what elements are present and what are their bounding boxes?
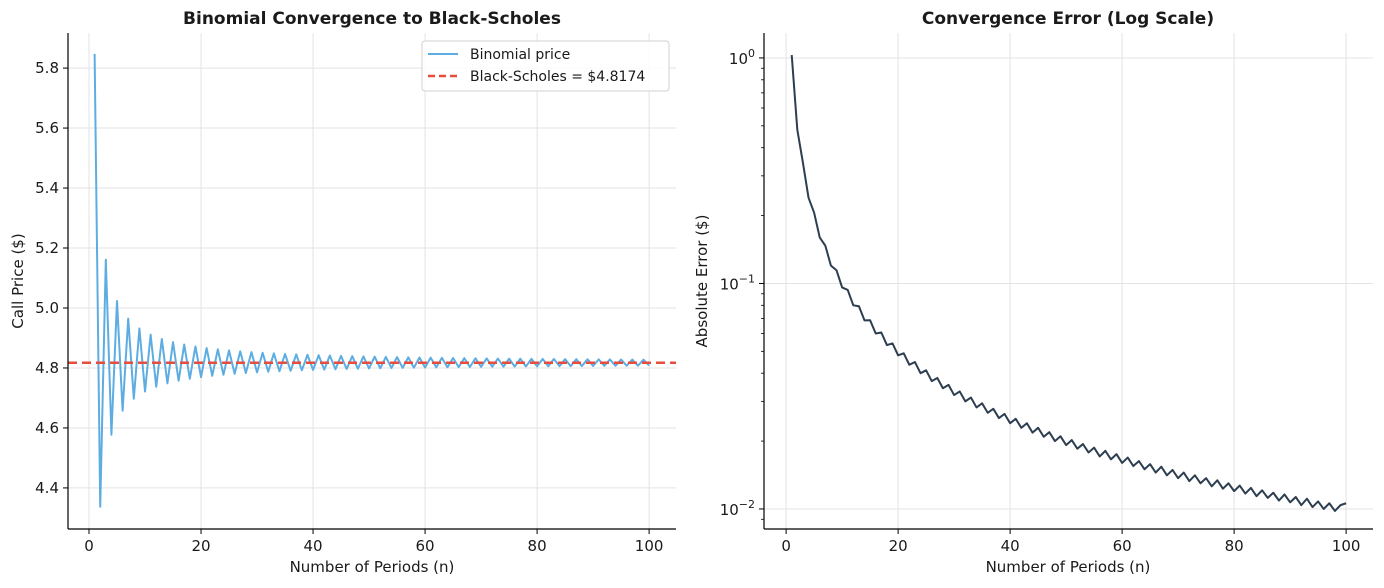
y-tick-label: 4.6 [35,419,59,437]
left-gridlines [68,33,676,529]
x-tick-label: 60 [1113,537,1132,555]
left-y-axis-label: Call Price ($) [9,233,27,328]
x-tick-label: 0 [84,537,94,555]
left-plot-lines [68,53,676,508]
legend-black-scholes-label: Black-Scholes = $4.8174 [470,69,645,85]
x-tick-label: 80 [528,537,547,555]
y-tick-label: 4.8 [35,359,59,377]
y-tick-label: 5.6 [35,119,59,137]
right-gridlines [764,33,1373,529]
binomial-price-chart: 0 20 40 60 80 100 4.4 4.6 4.8 5.0 5.2 5.4 5.6 5.8 Bin… [9,9,676,576]
left-ticks: 0 20 40 60 80 100 4.4 4.6 4.8 5.0 5.2 5.4 5.6 5.8 [35,59,663,555]
left-chart-title: Binomial Convergence to Black-Scholes [183,9,561,29]
right-y-axis-label: Absolute Error ($) [693,215,711,348]
convergence-error-chart: 0 20 40 60 80 100 10−2 10−1 100 Convergence Erro… [693,9,1373,576]
y-tick-label: 5.2 [35,239,59,257]
y-tick-label: 5.4 [35,179,59,197]
left-x-axis-label: Number of Periods (n) [290,558,455,576]
x-tick-label: 100 [1332,537,1361,555]
y-tick-label: 10−2 [720,498,755,519]
y-tick-label: 5.8 [35,59,59,77]
y-tick-label: 10−1 [720,272,755,293]
y-tick-label: 5.0 [35,299,59,317]
error-curve [790,54,1347,512]
legend: Binomial price Black-Scholes = $4.8174 [421,40,670,92]
right-plot-lines [790,54,1347,512]
x-tick-label: 0 [781,537,791,555]
legend-box [421,40,670,92]
x-tick-label: 20 [191,537,210,555]
x-tick-label: 80 [1225,537,1244,555]
x-tick-label: 100 [635,537,664,555]
y-tick-label: 4.4 [35,479,59,497]
x-tick-label: 60 [416,537,435,555]
x-tick-label: 40 [1001,537,1020,555]
binomial-price-line [93,53,650,508]
y-tick-label: 100 [729,47,755,68]
right-x-axis-label: Number of Periods (n) [986,558,1151,576]
x-tick-label: 40 [304,537,323,555]
legend-binomial-label: Binomial price [470,47,570,63]
right-ticks: 0 20 40 60 80 100 10−2 10−1 100 [720,47,1361,555]
x-tick-label: 20 [889,537,908,555]
right-chart-title: Convergence Error (Log Scale) [922,9,1214,29]
